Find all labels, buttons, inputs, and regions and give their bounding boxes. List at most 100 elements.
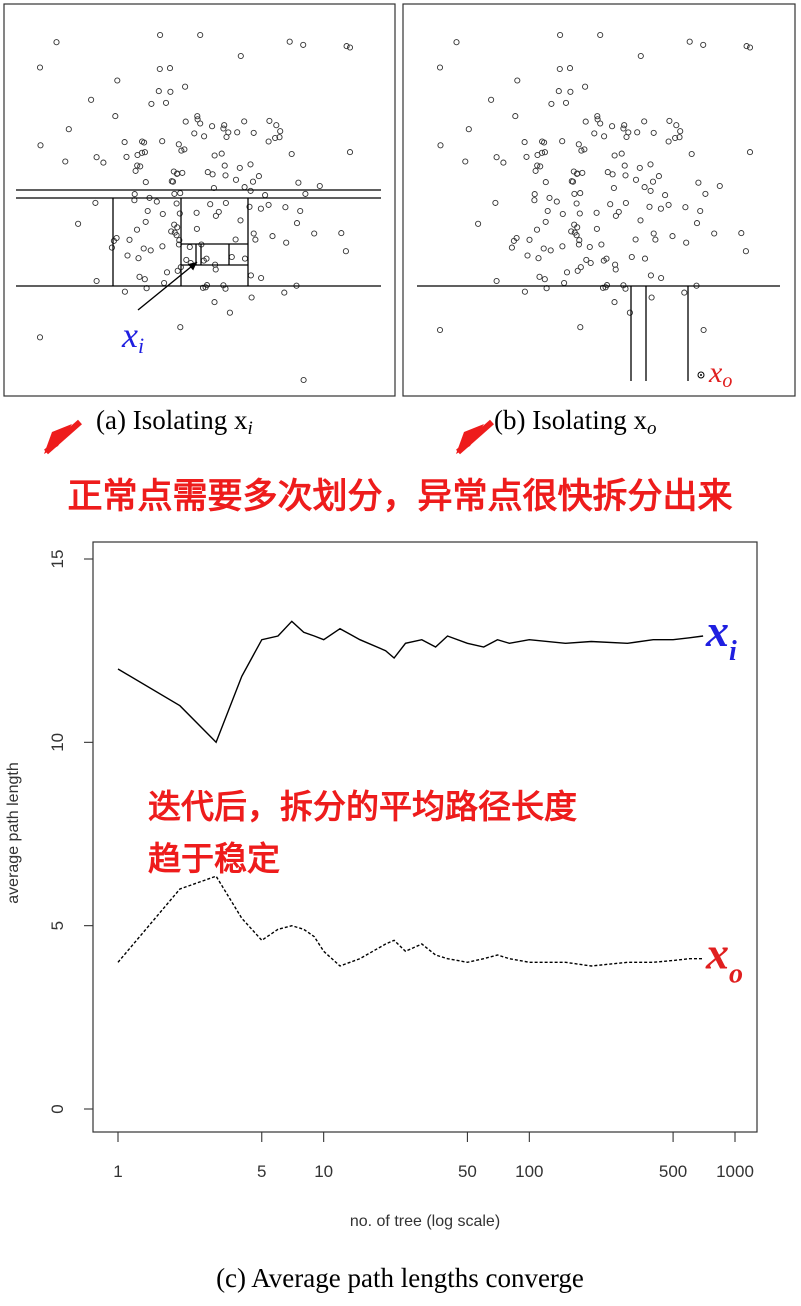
panel-a-data-point bbox=[225, 129, 232, 136]
panel-a-data-point bbox=[266, 117, 273, 124]
panel-a-data-point bbox=[177, 190, 184, 197]
outlier-point bbox=[697, 371, 705, 379]
panel-a-data-point bbox=[176, 237, 183, 244]
panel-b-data-point bbox=[534, 162, 541, 169]
panel-a-data-point bbox=[248, 294, 255, 301]
panel-a-data-point bbox=[220, 125, 227, 132]
panel-a-data-point bbox=[246, 203, 253, 210]
panel-a-data-point bbox=[166, 65, 174, 72]
panel-b-data-point bbox=[597, 31, 604, 39]
panel-a-data-point bbox=[181, 146, 188, 153]
panel-b-data-point bbox=[500, 159, 507, 166]
panel-b-data-point bbox=[465, 126, 472, 133]
y-tick-label: 0 bbox=[48, 1104, 67, 1113]
panel-a-data-point bbox=[247, 161, 254, 168]
panel-a-data-point bbox=[155, 88, 162, 95]
panel-b-data-point bbox=[586, 243, 593, 251]
panel-a-data-point bbox=[176, 210, 183, 217]
panel-b-data-point bbox=[573, 232, 580, 239]
panel-a-data-point bbox=[148, 100, 155, 107]
panel-b-data-point bbox=[637, 217, 644, 224]
chart-plot-area bbox=[92, 541, 758, 1133]
panel-a-data-point bbox=[65, 126, 72, 133]
panel-a-data-point bbox=[212, 212, 219, 219]
panel-b-data-point bbox=[743, 43, 750, 50]
panel-b-data-point bbox=[652, 236, 659, 243]
panel-a-data-point bbox=[93, 154, 100, 161]
panel-b-data-point bbox=[548, 100, 555, 107]
panel-b-data-point bbox=[475, 220, 482, 227]
panel-a-data-point bbox=[182, 83, 189, 90]
panel-a-data-point bbox=[286, 38, 293, 45]
panel-b-data-point bbox=[575, 141, 582, 148]
x-tick-label: 10 bbox=[314, 1162, 333, 1181]
panel-b-data-point bbox=[632, 236, 639, 243]
chart-caption: (c) Average path lengths converge bbox=[216, 1263, 584, 1293]
panel-a-data-point bbox=[174, 267, 181, 274]
panel-a-data-point bbox=[255, 173, 262, 180]
panel-b-data-point bbox=[621, 122, 628, 129]
panel-a-data-point bbox=[207, 201, 214, 208]
panel-a-data-point bbox=[186, 243, 193, 251]
panel-b-data-point bbox=[599, 284, 607, 291]
panel-a-pointer-arrow bbox=[137, 261, 198, 311]
panel-a-data-point bbox=[265, 138, 272, 145]
panel-b-data-point bbox=[649, 178, 657, 185]
panel-a-data-point bbox=[159, 243, 166, 250]
y-tick-label: 5 bbox=[48, 921, 67, 930]
panel-a-data-point bbox=[178, 147, 185, 154]
panel-a-data-point bbox=[88, 96, 95, 103]
panel-b-data-point bbox=[657, 205, 664, 212]
panel-b-data-point bbox=[521, 288, 528, 295]
top-annotation: 正常点需要多次划分，异常点很快拆分出来 bbox=[67, 477, 732, 517]
panel-a-data-point bbox=[343, 43, 350, 50]
panel-a-data-point bbox=[62, 158, 69, 165]
series-label-x-i: xi bbox=[705, 605, 737, 667]
panel-b-data-point bbox=[610, 184, 617, 192]
panel-b-data-point bbox=[524, 252, 531, 259]
panel-b-data-point bbox=[546, 194, 553, 201]
panel-a-data-point bbox=[114, 77, 121, 84]
panel-b-data-point bbox=[625, 129, 632, 136]
panel-a-data-point bbox=[228, 253, 235, 261]
panel-b-data-point bbox=[611, 152, 618, 159]
panel-a-data-point bbox=[250, 230, 257, 237]
panel-a-data-point bbox=[269, 233, 276, 240]
panel-b-data-point bbox=[514, 77, 521, 84]
panel-b-data-point bbox=[662, 192, 669, 199]
panel-b-data-point bbox=[695, 179, 702, 186]
panel-b-data-point bbox=[647, 187, 654, 194]
panel-a-data-point bbox=[162, 99, 170, 106]
panel-b-data-point bbox=[537, 163, 544, 170]
panel-b-data-point bbox=[561, 279, 568, 287]
panel-a-data-point bbox=[197, 120, 204, 127]
panel-a-data-point bbox=[237, 52, 244, 60]
panel-a-data-point bbox=[133, 226, 141, 233]
panel-b-data-point bbox=[508, 244, 515, 251]
panel-a-data-point bbox=[132, 167, 139, 174]
panel-a-data-point bbox=[204, 169, 211, 176]
panel-a-data-point bbox=[137, 163, 144, 170]
panel-a-data-point bbox=[232, 236, 239, 243]
panel-a-data-point bbox=[144, 207, 151, 215]
panel-b-data-point bbox=[577, 190, 584, 197]
panel-a-data-point bbox=[277, 128, 284, 135]
panel-b-data-point bbox=[555, 88, 562, 95]
panel-b-data-point bbox=[559, 138, 566, 145]
panel-b-data-point bbox=[542, 218, 549, 225]
panel-a-data-point bbox=[175, 141, 182, 148]
panel-b-data-point bbox=[693, 220, 701, 227]
panel-a-data-point bbox=[221, 162, 228, 169]
panel-b-data-point bbox=[559, 210, 566, 218]
panel-b-data-point bbox=[688, 150, 695, 158]
panel-b-data-point bbox=[622, 199, 629, 207]
panel-b-point-label: xo bbox=[708, 356, 732, 392]
panel-a-data-point bbox=[221, 122, 228, 129]
panel-b-data-point bbox=[604, 169, 611, 176]
panel-b-data-point bbox=[437, 142, 444, 149]
panel-a-data-point bbox=[36, 334, 44, 341]
panel-a-data-point bbox=[241, 184, 248, 191]
panel-a-data-point bbox=[283, 239, 290, 246]
